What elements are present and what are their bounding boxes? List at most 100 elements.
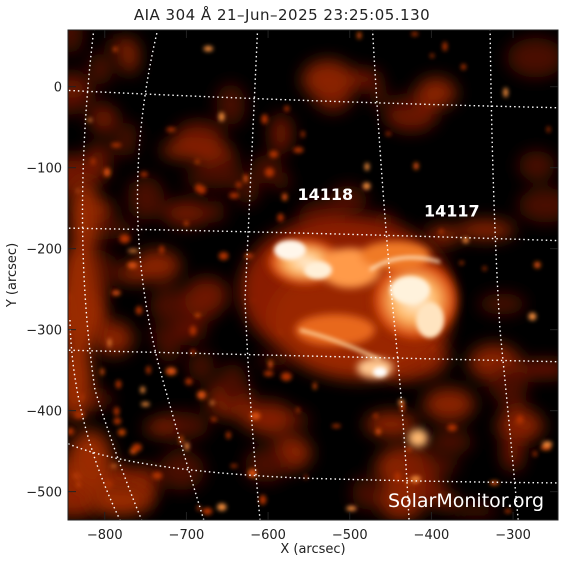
network-bright-point xyxy=(87,118,93,122)
y-tick-label: −100 xyxy=(26,162,62,177)
chromosphere-patch xyxy=(217,363,248,408)
network-bright-point xyxy=(304,474,308,480)
network-bright-point xyxy=(364,162,370,171)
network-bright-point xyxy=(282,193,288,201)
y-tick-label: −300 xyxy=(26,324,62,339)
network-bright-point xyxy=(546,126,551,133)
network-bright-point xyxy=(447,424,457,432)
chromosphere-patch xyxy=(108,38,125,52)
x-axis-label: X (arcsec) xyxy=(280,542,345,557)
network-bright-point xyxy=(296,407,300,413)
network-bright-point xyxy=(185,378,193,385)
network-bright-point xyxy=(184,221,189,226)
y-axis-label: Y (arcsec) xyxy=(5,243,20,308)
network-bright-point xyxy=(410,475,421,482)
y-axis-ticks: 0 −100 −200 −300 −400 −500 xyxy=(26,81,558,501)
network-bright-point xyxy=(346,506,357,511)
network-bright-point xyxy=(405,447,412,453)
network-bright-point xyxy=(184,442,190,451)
chromosphere-patch xyxy=(108,139,137,156)
chromosphere-patch xyxy=(429,429,473,455)
network-bright-point xyxy=(430,53,435,58)
chromosphere-patch xyxy=(89,104,118,134)
chromosphere-patch xyxy=(244,400,285,413)
chromosphere-patch xyxy=(163,199,210,227)
network-bright-point xyxy=(165,367,177,376)
grid-line xyxy=(244,30,261,520)
chromosphere-patch xyxy=(419,476,447,503)
grid-line xyxy=(489,30,519,520)
active-region-emission xyxy=(240,215,463,447)
network-bright-point xyxy=(528,312,537,321)
network-bright-point xyxy=(250,412,261,420)
limb-glow-patch xyxy=(71,180,99,260)
chromosphere-patch xyxy=(398,460,459,474)
chromosphere-patch xyxy=(144,421,174,435)
network-bright-point xyxy=(226,431,231,439)
network-bright-point xyxy=(179,435,183,445)
chromosphere-patch xyxy=(392,93,421,111)
chromosphere-patch xyxy=(68,30,84,54)
network-bright-point xyxy=(203,45,214,52)
network-bright-point xyxy=(542,441,553,447)
network-bright-point xyxy=(482,266,487,271)
chromosphere-patch xyxy=(365,411,418,438)
network-bright-point xyxy=(229,192,240,199)
chromosphere-patch xyxy=(423,387,475,421)
chromosphere-patch xyxy=(236,176,259,205)
chromosphere-patch xyxy=(156,326,181,364)
network-bright-point xyxy=(269,150,279,158)
network-bright-point xyxy=(301,131,305,138)
x-tick-label: −600 xyxy=(250,528,286,543)
chromosphere-patch xyxy=(507,37,558,78)
network-bright-point xyxy=(261,114,268,124)
network-bright-point xyxy=(127,261,138,269)
chromosphere-patch xyxy=(270,114,292,153)
grid-line xyxy=(69,319,121,520)
network-bright-point xyxy=(459,261,464,265)
network-bright-point xyxy=(189,325,197,336)
chromosphere-patch xyxy=(352,476,377,511)
network-bright-point xyxy=(263,370,274,377)
chromosphere-patch xyxy=(426,225,460,246)
grid-line xyxy=(68,227,558,242)
watermark-text: SolarMonitor.org xyxy=(388,490,544,512)
network-bright-point xyxy=(91,158,96,165)
network-bright-point xyxy=(460,64,467,70)
chromosphere-patch xyxy=(94,321,133,356)
network-bright-point xyxy=(264,167,275,177)
network-bright-point xyxy=(218,252,229,260)
network-bright-point xyxy=(140,386,146,394)
region-label-14118: 14118 xyxy=(297,185,353,204)
network-bright-point xyxy=(166,127,176,132)
network-bright-point xyxy=(331,424,341,428)
network-bright-point xyxy=(218,112,225,122)
network-bright-point xyxy=(159,245,164,255)
chromosphere-patch xyxy=(149,287,190,324)
network-bright-point xyxy=(202,507,213,515)
network-bright-point xyxy=(217,503,227,511)
network-bright-point xyxy=(100,368,105,376)
network-bright-point xyxy=(119,429,125,434)
network-bright-point xyxy=(141,402,150,407)
grid-line xyxy=(68,442,558,484)
network-bright-point xyxy=(373,413,378,419)
limb-glow-patch xyxy=(90,484,150,516)
network-bright-point xyxy=(394,472,401,482)
network-bright-point xyxy=(119,234,131,244)
y-tick-label: 0 xyxy=(54,81,62,96)
x-tick-label: −400 xyxy=(414,528,450,543)
chromosphere-patch xyxy=(518,188,558,223)
y-tick-label: −400 xyxy=(26,405,62,420)
network-bright-point xyxy=(411,32,419,36)
chromosphere-patch xyxy=(478,293,526,315)
network-bright-point xyxy=(152,471,163,480)
chromosphere-patch xyxy=(68,73,87,99)
image-title: AIA 304 Å 21–Jun–2025 23:25:05.130 xyxy=(133,6,431,24)
network-bright-point xyxy=(113,417,122,425)
chromosphere-patch xyxy=(502,429,524,472)
chromosphere-patch xyxy=(257,353,293,368)
network-bright-point xyxy=(313,382,317,390)
network-bright-point xyxy=(533,261,541,269)
grid-line xyxy=(68,89,558,109)
